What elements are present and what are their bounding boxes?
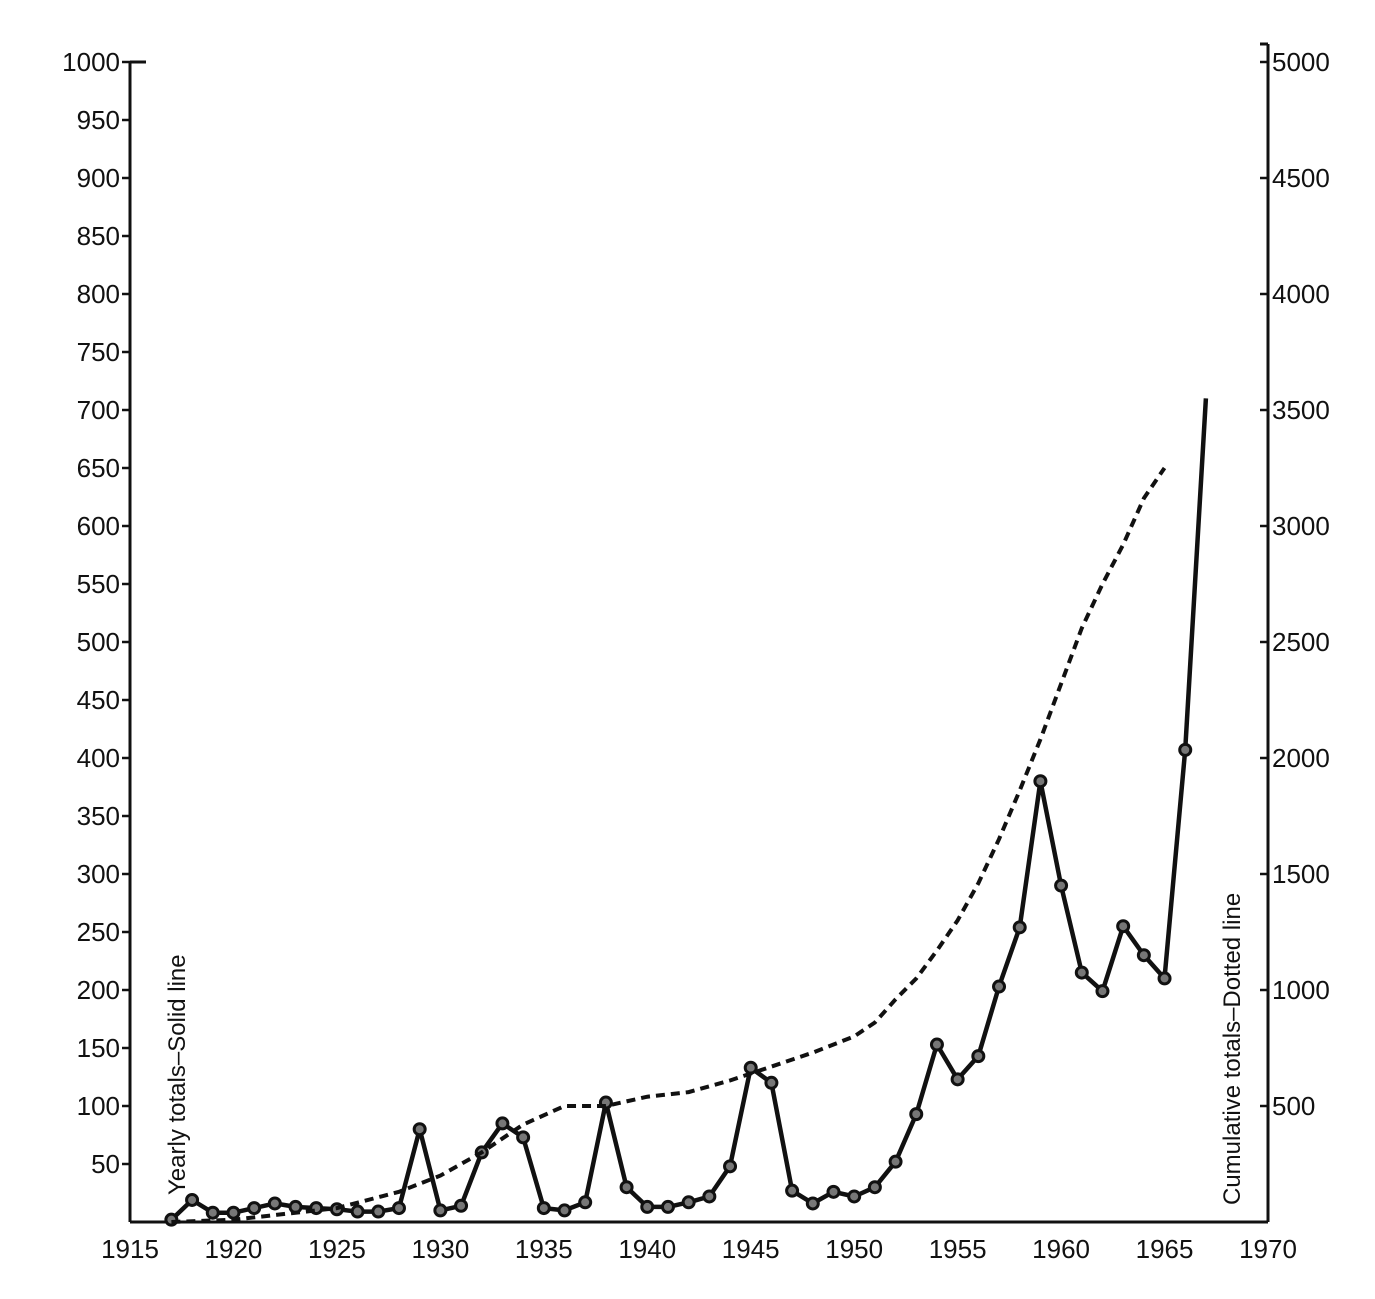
yearly-data-point bbox=[723, 1159, 738, 1174]
y-right-tick-label: 4500 bbox=[1272, 163, 1330, 193]
yearly-data-point bbox=[909, 1107, 924, 1122]
yearly-data-point bbox=[1033, 774, 1048, 789]
yearly-data-point bbox=[867, 1180, 882, 1195]
y-axis-right-title: Cumulative totals–Dotted line bbox=[1219, 893, 1246, 1205]
yearly-data-point bbox=[1157, 971, 1172, 986]
x-tick-label: 1965 bbox=[1136, 1234, 1194, 1264]
y-left-tick-label: 850 bbox=[77, 221, 120, 251]
yearly-data-point bbox=[1116, 919, 1131, 934]
yearly-data-point bbox=[888, 1154, 903, 1169]
yearly-data-point bbox=[578, 1195, 593, 1210]
yearly-data-point bbox=[702, 1189, 717, 1204]
yearly-data-point bbox=[1178, 742, 1193, 757]
yearly-data-point bbox=[1012, 920, 1027, 935]
x-tick-label: 1915 bbox=[101, 1234, 159, 1264]
yearly-data-point bbox=[350, 1204, 365, 1219]
yearly-data-point bbox=[640, 1199, 655, 1214]
y-right-tick-label: 3500 bbox=[1272, 395, 1330, 425]
yearly-data-point bbox=[371, 1204, 386, 1219]
yearly-data-point bbox=[557, 1203, 572, 1218]
yearly-data-point bbox=[433, 1203, 448, 1218]
y-right-tick-label: 500 bbox=[1272, 1091, 1315, 1121]
y-left-tick-label: 400 bbox=[77, 743, 120, 773]
y-right-tick-label: 3000 bbox=[1272, 511, 1330, 541]
yearly-data-point bbox=[185, 1192, 200, 1207]
yearly-data-point bbox=[785, 1183, 800, 1198]
x-tick-label: 1930 bbox=[411, 1234, 469, 1264]
y-left-tick-label: 900 bbox=[77, 163, 120, 193]
yearly-data-point bbox=[971, 1049, 986, 1064]
yearly-data-point bbox=[847, 1189, 862, 1204]
y-left-tick-label: 250 bbox=[77, 917, 120, 947]
y-right-tick-label: 2500 bbox=[1272, 627, 1330, 657]
yearly-data-point bbox=[454, 1198, 469, 1213]
x-tick-label: 1950 bbox=[825, 1234, 883, 1264]
yearly-data-point bbox=[536, 1201, 551, 1216]
chart-ticks: 1915 1920 1925 1930 1935 1940 1945 1950 1955 1960… bbox=[62, 47, 1330, 1264]
yearly-data-point bbox=[247, 1201, 262, 1216]
yearly-data-point bbox=[1095, 984, 1110, 999]
yearly-data-point bbox=[412, 1122, 427, 1137]
x-tick-label: 1935 bbox=[515, 1234, 573, 1264]
x-tick-label: 1940 bbox=[618, 1234, 676, 1264]
y-left-tick-label: 650 bbox=[77, 453, 120, 483]
y-left-tick-label: 300 bbox=[77, 859, 120, 889]
x-tick-label: 1945 bbox=[722, 1234, 780, 1264]
y-left-tick-label: 100 bbox=[77, 1091, 120, 1121]
y-axis-left-title: Yearly totals–Solid line bbox=[164, 954, 191, 1195]
y-left-tick-label: 450 bbox=[77, 685, 120, 715]
y-left-tick-label: 150 bbox=[77, 1033, 120, 1063]
y-right-tick-label: 5000 bbox=[1272, 47, 1330, 77]
x-tick-label: 1970 bbox=[1239, 1234, 1297, 1264]
y-left-tick-label: 950 bbox=[77, 105, 120, 135]
x-tick-label: 1925 bbox=[308, 1234, 366, 1264]
y-left-tick-label: 550 bbox=[77, 569, 120, 599]
y-left-tick-label: 350 bbox=[77, 801, 120, 831]
y-left-tick-label: 750 bbox=[77, 337, 120, 367]
yearly-totals-line bbox=[169, 398, 1209, 1222]
y-left-tick-label: 1000 bbox=[62, 47, 120, 77]
y-left-tick-label: 700 bbox=[77, 395, 120, 425]
yearly-data-point bbox=[950, 1072, 965, 1087]
yearly-data-point bbox=[929, 1037, 944, 1052]
yearly-data-point bbox=[205, 1205, 220, 1220]
yearly-data-point bbox=[619, 1180, 634, 1195]
yearly-data-point bbox=[805, 1196, 820, 1211]
y-left-tick-label: 200 bbox=[77, 975, 120, 1005]
yearly-data-point bbox=[992, 979, 1007, 994]
x-tick-label: 1920 bbox=[205, 1234, 263, 1264]
x-tick-label: 1955 bbox=[929, 1234, 987, 1264]
y-left-tick-label: 50 bbox=[91, 1149, 120, 1179]
y-right-tick-label: 1000 bbox=[1272, 975, 1330, 1005]
y-left-tick-label: 600 bbox=[77, 511, 120, 541]
yearly-data-point bbox=[660, 1199, 675, 1214]
yearly-data-point bbox=[226, 1205, 241, 1220]
yearly-data-point bbox=[267, 1196, 282, 1211]
y-left-tick-label: 800 bbox=[77, 279, 120, 309]
chart-axes bbox=[128, 42, 1270, 1224]
y-right-tick-label: 2000 bbox=[1272, 743, 1330, 773]
yearly-data-point bbox=[681, 1195, 696, 1210]
y-left-tick-label: 500 bbox=[77, 627, 120, 657]
yearly-data-point bbox=[1136, 948, 1151, 963]
yearly-data-point bbox=[391, 1201, 406, 1216]
yearly-data-point bbox=[495, 1116, 510, 1131]
yearly-data-point bbox=[1074, 965, 1089, 980]
yearly-data-point bbox=[1054, 878, 1069, 893]
yearly-data-point bbox=[516, 1130, 531, 1145]
yearly-data-point bbox=[826, 1184, 841, 1199]
yearly-data-point bbox=[764, 1075, 779, 1090]
cumulative-totals-line bbox=[171, 466, 1167, 1224]
chart-series bbox=[164, 398, 1209, 1227]
y-right-tick-label: 1500 bbox=[1272, 859, 1330, 889]
y-right-tick-label: 4000 bbox=[1272, 279, 1330, 309]
x-tick-label: 1960 bbox=[1032, 1234, 1090, 1264]
